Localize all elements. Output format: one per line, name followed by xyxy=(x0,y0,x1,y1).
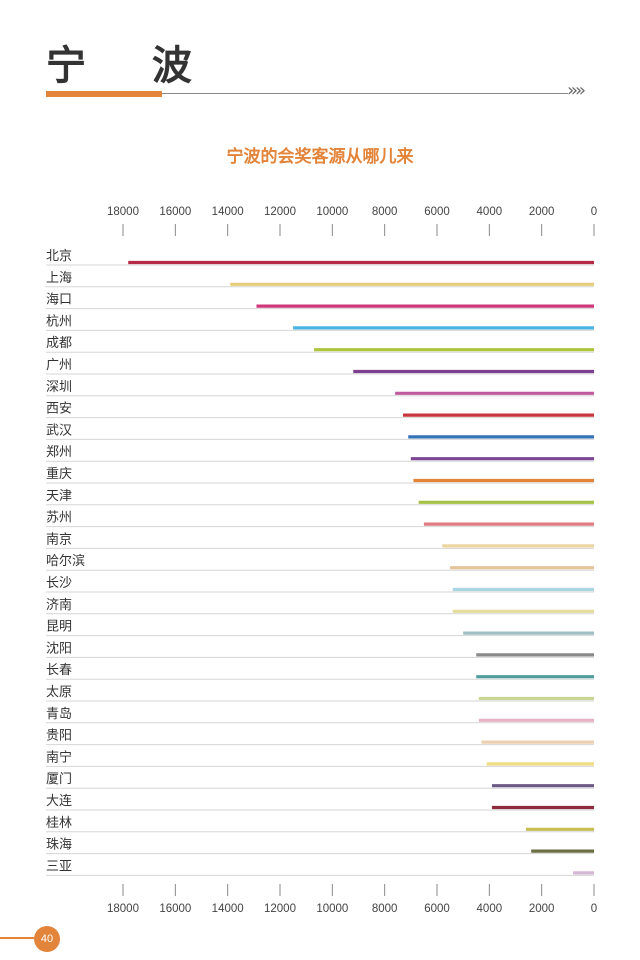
x-tick-label-bottom: 8000 xyxy=(372,903,398,915)
category-label: 厦门 xyxy=(46,772,72,787)
category-label: 杭州 xyxy=(46,314,72,329)
x-tick-label-bottom: 14000 xyxy=(212,903,244,915)
chevrons-icon: »» xyxy=(567,80,586,101)
category-label: 西安 xyxy=(46,402,72,417)
x-tick-label-bottom: 4000 xyxy=(477,903,503,915)
category-label: 哈尔滨 xyxy=(46,553,85,569)
x-tick-label-top: 8000 xyxy=(372,206,398,218)
category-label: 沈阳 xyxy=(46,641,72,656)
x-tick-label-top: 14000 xyxy=(212,206,244,218)
x-tick-label-bottom: 0 xyxy=(591,903,597,915)
category-label: 上海 xyxy=(46,271,72,286)
category-label: 武汉 xyxy=(46,423,72,438)
category-label: 天津 xyxy=(46,489,72,504)
x-tick-label-top: 2000 xyxy=(529,206,555,218)
category-label: 长春 xyxy=(46,663,72,678)
x-tick-label-top: 18000 xyxy=(107,206,139,218)
category-label: 广州 xyxy=(46,358,72,373)
x-tick-label-top: 10000 xyxy=(316,206,348,218)
category-label: 苏州 xyxy=(46,510,72,526)
category-label: 深圳 xyxy=(46,380,72,395)
category-label: 昆明 xyxy=(46,620,72,635)
x-tick-label-bottom: 10000 xyxy=(316,903,348,915)
category-label: 珠海 xyxy=(46,838,72,853)
title-accent-bar xyxy=(46,91,162,97)
category-label: 太原 xyxy=(46,685,72,700)
x-tick-label-top: 16000 xyxy=(159,206,191,218)
x-tick-label-top: 6000 xyxy=(424,206,450,218)
category-label: 济南 xyxy=(46,597,72,613)
category-label: 长沙 xyxy=(46,576,72,591)
page-number-line xyxy=(0,937,34,939)
chart-title: 宁波的会奖客源从哪儿来 xyxy=(226,147,414,167)
x-tick-label-top: 4000 xyxy=(477,206,503,218)
category-label: 成都 xyxy=(46,336,72,351)
x-tick-label-bottom: 12000 xyxy=(264,903,296,915)
category-label: 海口 xyxy=(46,293,72,308)
x-tick-label-bottom: 2000 xyxy=(529,903,555,915)
category-label: 贵阳 xyxy=(46,729,72,744)
page-number: 40 xyxy=(34,926,60,952)
title-rule xyxy=(46,93,568,94)
x-tick-label-top: 12000 xyxy=(264,206,296,218)
category-label: 郑州 xyxy=(46,445,72,460)
x-tick-label-top: 0 xyxy=(591,206,597,218)
category-label: 三亚 xyxy=(46,859,72,874)
category-label: 青岛 xyxy=(46,706,72,722)
x-tick-label-bottom: 18000 xyxy=(107,903,139,915)
x-tick-label-bottom: 16000 xyxy=(159,903,191,915)
category-label: 南京 xyxy=(46,531,72,547)
category-label: 大连 xyxy=(46,793,72,809)
category-label: 桂林 xyxy=(46,816,72,831)
category-label: 重庆 xyxy=(46,466,72,482)
category-label: 南宁 xyxy=(46,749,72,765)
x-tick-label-bottom: 6000 xyxy=(424,903,450,915)
page-title: 宁 波 xyxy=(46,43,218,89)
category-label: 北京 xyxy=(46,249,72,264)
